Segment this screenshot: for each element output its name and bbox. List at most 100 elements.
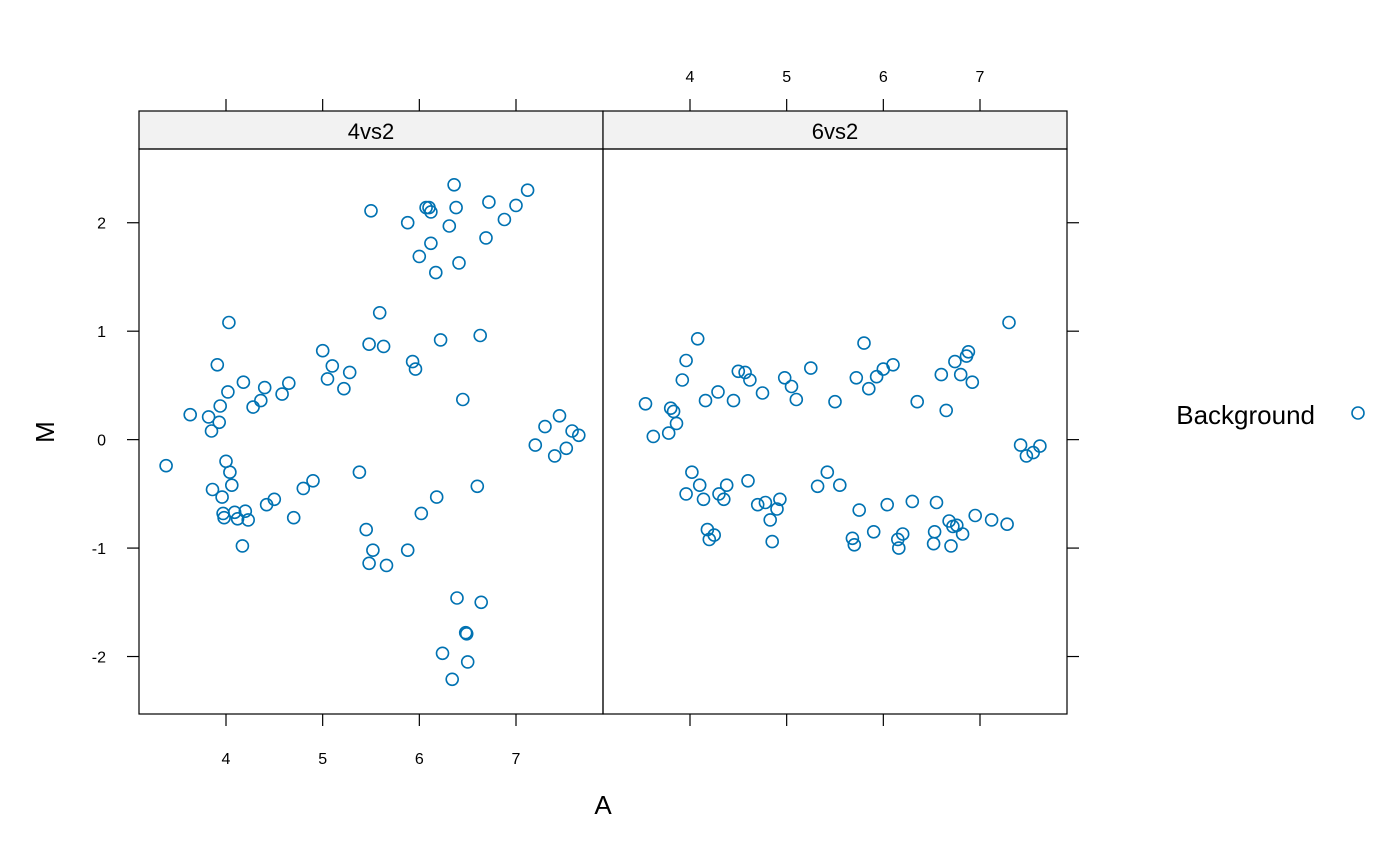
x-axis-title: A [594, 790, 612, 820]
data-point [1000, 517, 1014, 532]
data-point [741, 473, 755, 488]
data-point [1033, 439, 1047, 453]
data-point [927, 524, 942, 539]
strip-label: 6vs2 [812, 119, 858, 144]
data-point [372, 305, 387, 320]
data-point [435, 646, 450, 661]
data-point [849, 370, 864, 385]
data-point [424, 205, 438, 219]
data-point [281, 376, 296, 391]
data-point [773, 492, 787, 507]
data-point [880, 497, 895, 512]
data-point [366, 543, 380, 558]
data-point [719, 478, 734, 493]
data-point [230, 511, 245, 526]
data-point [235, 539, 250, 553]
data-point [474, 595, 489, 610]
data-point [675, 373, 690, 387]
panel-6vs2: 6vs2 4 5 6 7 [602, 69, 1079, 726]
y-tick-label: 0 [97, 433, 106, 450]
data-point [455, 392, 470, 407]
data-point [482, 195, 496, 209]
y-tick-label: -2 [92, 650, 106, 667]
data-point [221, 385, 235, 399]
data-point [452, 256, 466, 270]
points [638, 315, 1047, 555]
data-point [320, 372, 335, 386]
strip-background [138, 110, 604, 150]
data-point [828, 394, 842, 409]
data-point [886, 357, 900, 372]
data-point [789, 392, 804, 407]
data-point [1013, 438, 1028, 452]
data-point [424, 236, 438, 251]
points [159, 178, 586, 687]
legend-label: Background [1176, 400, 1315, 430]
x-tick-label: 6 [415, 751, 424, 768]
data-point [891, 541, 906, 555]
data-point [497, 212, 512, 227]
data-point [238, 504, 253, 519]
data-point [205, 482, 220, 497]
data-point [470, 479, 485, 494]
data-point [929, 495, 944, 510]
data-point [359, 522, 374, 537]
data-point [690, 331, 705, 346]
data-point [638, 396, 653, 411]
data-point [948, 354, 962, 369]
data-point [861, 381, 876, 396]
data-point [408, 362, 423, 376]
data-point [738, 365, 752, 380]
data-point [661, 426, 676, 440]
y-axis-title: M [30, 421, 60, 443]
data-point [428, 265, 443, 280]
data-point [857, 336, 871, 350]
x-tick-label: 7 [512, 751, 521, 768]
data-point [315, 343, 330, 358]
data-point [253, 393, 268, 408]
data-point [296, 481, 311, 496]
data-point [571, 428, 586, 443]
data-point [379, 558, 394, 573]
data-point [669, 416, 684, 431]
data-point [528, 438, 543, 452]
data-point [679, 487, 693, 501]
data-point [325, 359, 340, 373]
data-point [939, 403, 954, 418]
data-point [685, 465, 699, 480]
strip-label: 4vs2 [348, 119, 394, 144]
data-point [217, 510, 231, 525]
data-point [944, 539, 958, 553]
data-point [820, 465, 835, 480]
data-point [225, 478, 239, 493]
data-point [1002, 315, 1016, 330]
data-point [565, 424, 579, 438]
data-point [910, 394, 925, 409]
data-point [763, 513, 778, 527]
data-point [832, 478, 847, 493]
data-point [810, 479, 825, 494]
data-point [275, 387, 289, 401]
data-point [204, 424, 219, 438]
data-point [905, 494, 920, 509]
data-point [852, 503, 867, 517]
data-point [777, 370, 792, 385]
data-point [405, 354, 420, 369]
data-point [306, 473, 320, 488]
data-point [520, 183, 535, 197]
data-point [473, 328, 488, 343]
data-point [707, 528, 722, 542]
data-point [726, 393, 741, 408]
data-point [509, 198, 523, 213]
x-tick-label: 6 [879, 69, 888, 86]
data-point [895, 527, 910, 541]
data-point [429, 490, 444, 504]
data-point [450, 591, 464, 605]
x-tick-label: 5 [782, 69, 791, 86]
data-point [227, 505, 242, 520]
data-point [758, 495, 773, 510]
data-point [847, 537, 862, 552]
data-point [246, 400, 260, 414]
data-point [1026, 445, 1040, 460]
